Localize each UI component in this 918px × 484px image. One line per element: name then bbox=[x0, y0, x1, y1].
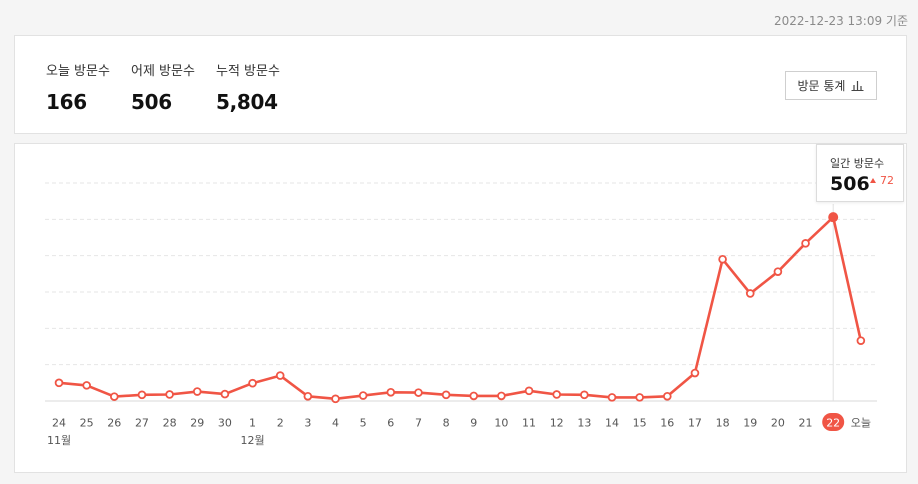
x-tick-label: 11 bbox=[522, 417, 536, 430]
x-tick-label: 14 bbox=[605, 417, 619, 430]
x-tick-label: 29 bbox=[190, 417, 204, 430]
x-tick-label: 17 bbox=[688, 417, 702, 430]
x-tick-label: 3 bbox=[304, 417, 311, 430]
x-tick-label: 10 bbox=[494, 417, 508, 430]
x-tick-label: 18 bbox=[716, 417, 730, 430]
data-point bbox=[275, 371, 285, 380]
visits-line bbox=[58, 215, 863, 401]
x-tick-label: 20 bbox=[771, 417, 785, 430]
x-tick-label: 8 bbox=[443, 417, 450, 430]
x-tick-label: 5 bbox=[360, 417, 367, 430]
data-point bbox=[386, 387, 396, 397]
x-tick-label: 13 bbox=[577, 417, 591, 430]
highlight-date-badge bbox=[822, 413, 845, 431]
data-point bbox=[635, 393, 644, 402]
x-tick-label: 6 bbox=[387, 417, 394, 430]
data-point bbox=[82, 381, 91, 390]
x-tick-label: 15 bbox=[633, 417, 647, 430]
x-tick-label: 4 bbox=[332, 417, 339, 430]
data-point bbox=[192, 387, 202, 396]
total-visits-label: 누적 방문수 bbox=[216, 64, 280, 79]
data-point bbox=[358, 391, 368, 400]
x-tick-label: 16 bbox=[660, 417, 674, 430]
bar-chart-icon bbox=[851, 81, 864, 91]
data-point bbox=[662, 391, 672, 401]
data-point bbox=[469, 391, 479, 401]
data-point bbox=[718, 255, 727, 264]
x-tick-label: 19 bbox=[743, 417, 757, 430]
data-point bbox=[607, 393, 617, 402]
data-point bbox=[497, 391, 506, 401]
x-tick-label: 28 bbox=[163, 417, 177, 430]
x-tick-label: 12 bbox=[550, 417, 564, 430]
yesterday-stat: 어제 방문수 506 bbox=[131, 60, 195, 114]
data-point bbox=[165, 390, 174, 399]
x-tick-label: 22 bbox=[826, 417, 840, 430]
today-visits-value: 166 bbox=[46, 90, 87, 114]
x-tick-label: 7 bbox=[415, 417, 422, 430]
x-month-label: 12월 bbox=[241, 434, 265, 447]
data-point bbox=[220, 389, 230, 399]
tooltip-diff-value: 72 bbox=[880, 174, 894, 187]
x-tick-label: 21 bbox=[799, 417, 813, 430]
data-point bbox=[801, 239, 810, 248]
x-tick-label: 25 bbox=[80, 417, 94, 430]
data-point bbox=[524, 386, 534, 396]
chart-tooltip: 일간 방문수 506 72 bbox=[816, 144, 904, 202]
data-point bbox=[110, 392, 119, 401]
tooltip-value: 506 bbox=[830, 173, 870, 195]
triangle-up-icon bbox=[870, 178, 876, 183]
yesterday-visits-value: 506 bbox=[131, 90, 172, 114]
x-tick-label: 27 bbox=[135, 417, 149, 430]
data-point bbox=[552, 390, 561, 399]
x-tick-label: 2 bbox=[277, 417, 284, 430]
total-visits-value: 5,804 bbox=[216, 90, 278, 114]
data-point bbox=[414, 388, 423, 397]
x-tick-label: 오늘 bbox=[851, 417, 871, 430]
data-point bbox=[248, 378, 257, 388]
data-point-highlight bbox=[828, 212, 839, 223]
x-tick-label: 1 bbox=[249, 417, 256, 430]
data-point bbox=[137, 390, 147, 400]
today-stat: 오늘 방문수 166 bbox=[46, 60, 110, 114]
data-point bbox=[745, 289, 755, 298]
data-point bbox=[54, 378, 64, 388]
daily-visits-chart-card: 24 25 26 27 28 29 30 1 2 3 4 5 6 7 8 9 10 11 12 13 14 15 16 17 1… bbox=[14, 143, 907, 473]
x-tick-label: 26 bbox=[107, 417, 121, 430]
data-point bbox=[303, 391, 313, 401]
timestamp: 2022-12-23 13:09 기준 bbox=[773, 14, 908, 28]
x-tick-label: 9 bbox=[470, 417, 477, 430]
x-month-label: 11월 bbox=[47, 434, 71, 447]
data-point bbox=[773, 267, 783, 276]
today-visits-label: 오늘 방문수 bbox=[46, 64, 110, 79]
tooltip-title: 일간 방문수 bbox=[830, 157, 885, 170]
tooltip-diff: 72 bbox=[870, 174, 894, 187]
x-tick-label: 30 bbox=[218, 417, 232, 430]
data-point bbox=[580, 390, 589, 400]
visit-stats-button-label: 방문 통계 bbox=[797, 79, 846, 93]
x-tick-label: 24 bbox=[52, 417, 66, 430]
total-stat: 누적 방문수 5,804 bbox=[216, 60, 280, 114]
data-point bbox=[690, 368, 700, 378]
data-point bbox=[331, 394, 340, 404]
daily-visits-chart: 24 25 26 27 28 29 30 1 2 3 4 5 6 7 8 9 10 11 12 13 14 15 16 17 1… bbox=[45, 182, 877, 447]
visit-stats-button[interactable]: 방문 통계 bbox=[785, 71, 877, 100]
data-point bbox=[441, 390, 451, 400]
yesterday-visits-label: 어제 방문수 bbox=[131, 64, 195, 79]
stats-summary-card: 오늘 방문수 166 어제 방문수 506 누적 방문수 5,804 방문 통계 bbox=[14, 35, 907, 134]
data-point-today bbox=[856, 336, 866, 345]
